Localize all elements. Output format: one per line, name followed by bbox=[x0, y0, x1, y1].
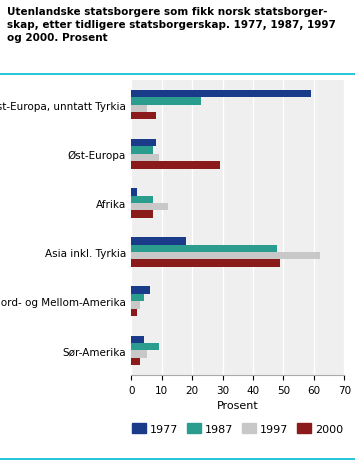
Bar bbox=[131, 238, 186, 245]
Bar bbox=[131, 106, 147, 113]
Bar bbox=[131, 91, 311, 98]
Bar bbox=[131, 358, 141, 365]
Bar bbox=[131, 162, 220, 169]
Bar bbox=[131, 343, 159, 350]
Bar bbox=[131, 245, 277, 252]
Bar bbox=[131, 155, 159, 162]
Bar bbox=[131, 336, 143, 343]
Bar bbox=[131, 98, 201, 106]
Legend: 1977, 1987, 1997, 2000: 1977, 1987, 1997, 2000 bbox=[128, 419, 348, 438]
Bar bbox=[131, 309, 137, 316]
Bar bbox=[131, 252, 320, 260]
Bar bbox=[131, 204, 168, 211]
Bar bbox=[131, 294, 143, 301]
X-axis label: Prosent: Prosent bbox=[217, 400, 259, 410]
Bar bbox=[131, 196, 153, 204]
Bar bbox=[131, 140, 156, 147]
Bar bbox=[131, 350, 147, 358]
Bar bbox=[131, 260, 280, 267]
Bar bbox=[131, 147, 153, 155]
Bar bbox=[131, 113, 156, 120]
Text: Utenlandske statsborgere som fikk norsk statsborger-
skap, etter tidligere stats: Utenlandske statsborgere som fikk norsk … bbox=[7, 7, 336, 43]
Bar bbox=[131, 287, 149, 294]
Bar bbox=[131, 211, 153, 218]
Bar bbox=[131, 301, 141, 309]
Bar bbox=[131, 189, 137, 196]
